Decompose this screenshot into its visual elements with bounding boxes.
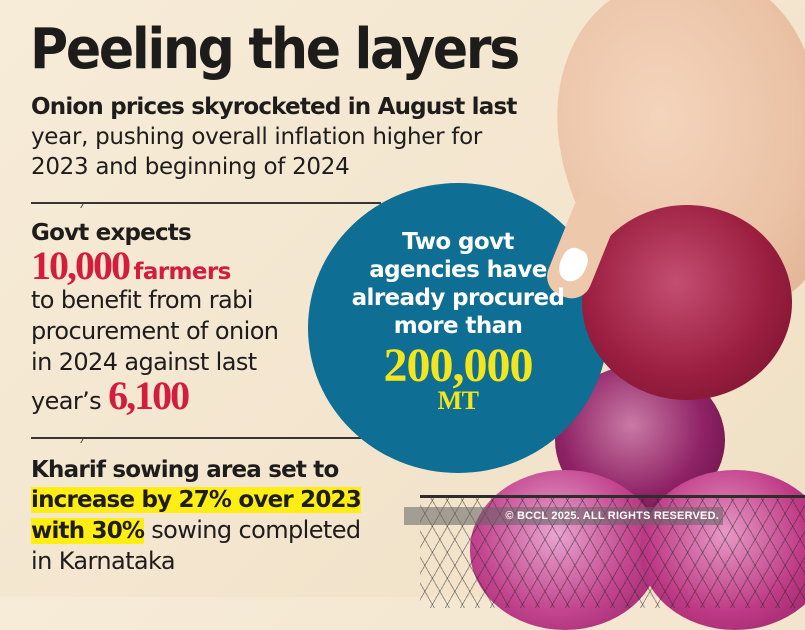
kharif-text: sowing completed <box>144 516 361 544</box>
kharif-section: Kharif sowing area set to increase by 27… <box>31 455 421 577</box>
section-divider <box>31 437 371 443</box>
intro-line: year, pushing overall inflation higher f… <box>31 124 483 150</box>
kharif-highlight: with 30% <box>31 518 145 544</box>
farmers-text: year’s <box>31 387 102 415</box>
farmers-text: to benefit from rabi <box>31 286 253 314</box>
intro-line: 2023 and beginning of 2024 <box>31 154 350 180</box>
copyright-notice: © BCCL 2025. ALL RIGHTS RESERVED. <box>404 507 723 525</box>
farmers-text: procurement of onion <box>31 317 279 345</box>
kharif-heading: Kharif sowing area set to <box>31 457 339 483</box>
intro-text: Onion prices skyrocketed in August last … <box>31 92 551 182</box>
callout-line: more than <box>393 313 523 339</box>
farmers-heading: Govt expects <box>31 220 192 246</box>
callout-line: already procured <box>351 285 565 311</box>
procured-unit: MT <box>437 386 479 415</box>
callout-line: Two govt <box>402 229 514 255</box>
last-year-count: 6,100 <box>108 373 190 418</box>
onion-illustration <box>582 205 792 400</box>
callout-line: agencies have <box>369 257 547 283</box>
section-divider <box>31 202 381 208</box>
kharif-text: in Karnataka <box>31 547 176 575</box>
procured-quantity: 200,000 <box>383 339 534 392</box>
procurement-callout-text: Two govt agencies have already procured … <box>318 228 598 414</box>
procurement-callout-circle <box>308 183 608 473</box>
infographic-title: Peeling the layers <box>30 17 520 82</box>
farmers-count: 10,000 <box>31 243 131 288</box>
intro-bold-line: Onion prices skyrocketed in August last <box>31 94 517 120</box>
farmers-section: Govt expects 10,000 farmers to benefit f… <box>31 218 351 417</box>
farmers-text: in 2024 against last <box>31 348 257 376</box>
kharif-highlight: increase by 27% over 2023 <box>31 487 362 513</box>
farmers-label: farmers <box>133 259 231 285</box>
